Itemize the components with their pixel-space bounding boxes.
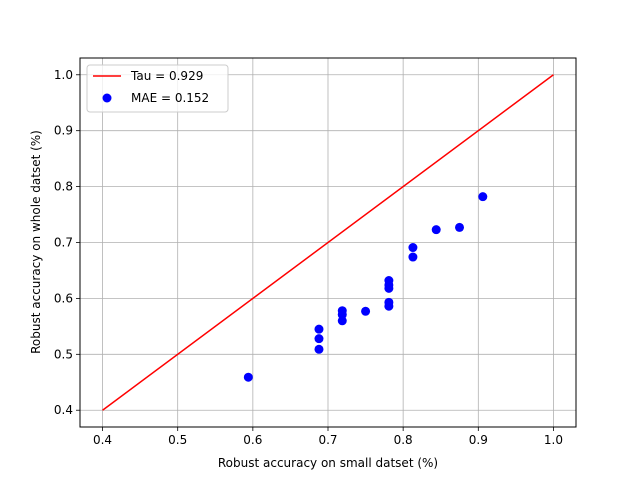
scatter-point <box>408 252 418 262</box>
scatter-point <box>243 372 253 382</box>
scatter-point <box>384 297 394 307</box>
x-tick-label: 0.7 <box>318 433 337 447</box>
scatter-point <box>337 306 347 316</box>
x-axis-label: Robust accuracy on small datset (%) <box>218 456 438 470</box>
scatter-point <box>314 334 324 344</box>
scatter-point <box>478 192 488 202</box>
y-tick-label: 0.4 <box>54 403 73 417</box>
y-tick-label: 0.8 <box>54 180 73 194</box>
scatter-point <box>408 243 418 253</box>
scatter-point <box>337 316 347 326</box>
y-axis-label: Robust accuracy on whole datset (%) <box>29 130 43 354</box>
scatter-point <box>384 276 394 286</box>
scatter-point <box>314 324 324 334</box>
legend-entry-scatter: MAE = 0.152 <box>131 91 209 105</box>
axis-ticks: 0.4 0.5 0.6 0.7 0.8 0.9 1.0 0.4 0.5 0.6 0.7 0.8 0.9 1… <box>54 68 563 447</box>
y-tick-label: 0.6 <box>54 291 73 305</box>
x-tick-label: 1.0 <box>544 433 563 447</box>
scatter-point <box>431 225 441 235</box>
legend-marker-swatch <box>102 93 112 103</box>
legend-entry-line: Tau = 0.929 <box>130 69 203 83</box>
legend: Tau = 0.929 MAE = 0.152 <box>86 64 229 113</box>
scatter-point <box>455 222 465 232</box>
y-tick-label: 0.7 <box>54 236 73 250</box>
x-tick-label: 0.8 <box>394 433 413 447</box>
x-tick-label: 0.6 <box>243 433 262 447</box>
tau-line <box>102 74 554 411</box>
plot-marks <box>102 74 554 411</box>
y-tick-label: 0.9 <box>54 124 73 138</box>
x-tick-label: 0.4 <box>93 433 112 447</box>
x-tick-label: 0.5 <box>168 433 187 447</box>
scatter-point <box>314 344 324 354</box>
legend-box <box>86 64 229 113</box>
scatter-point <box>361 306 371 316</box>
y-tick-label: 0.5 <box>54 347 73 361</box>
y-tick-label: 1.0 <box>54 68 73 82</box>
x-tick-label: 0.9 <box>469 433 488 447</box>
